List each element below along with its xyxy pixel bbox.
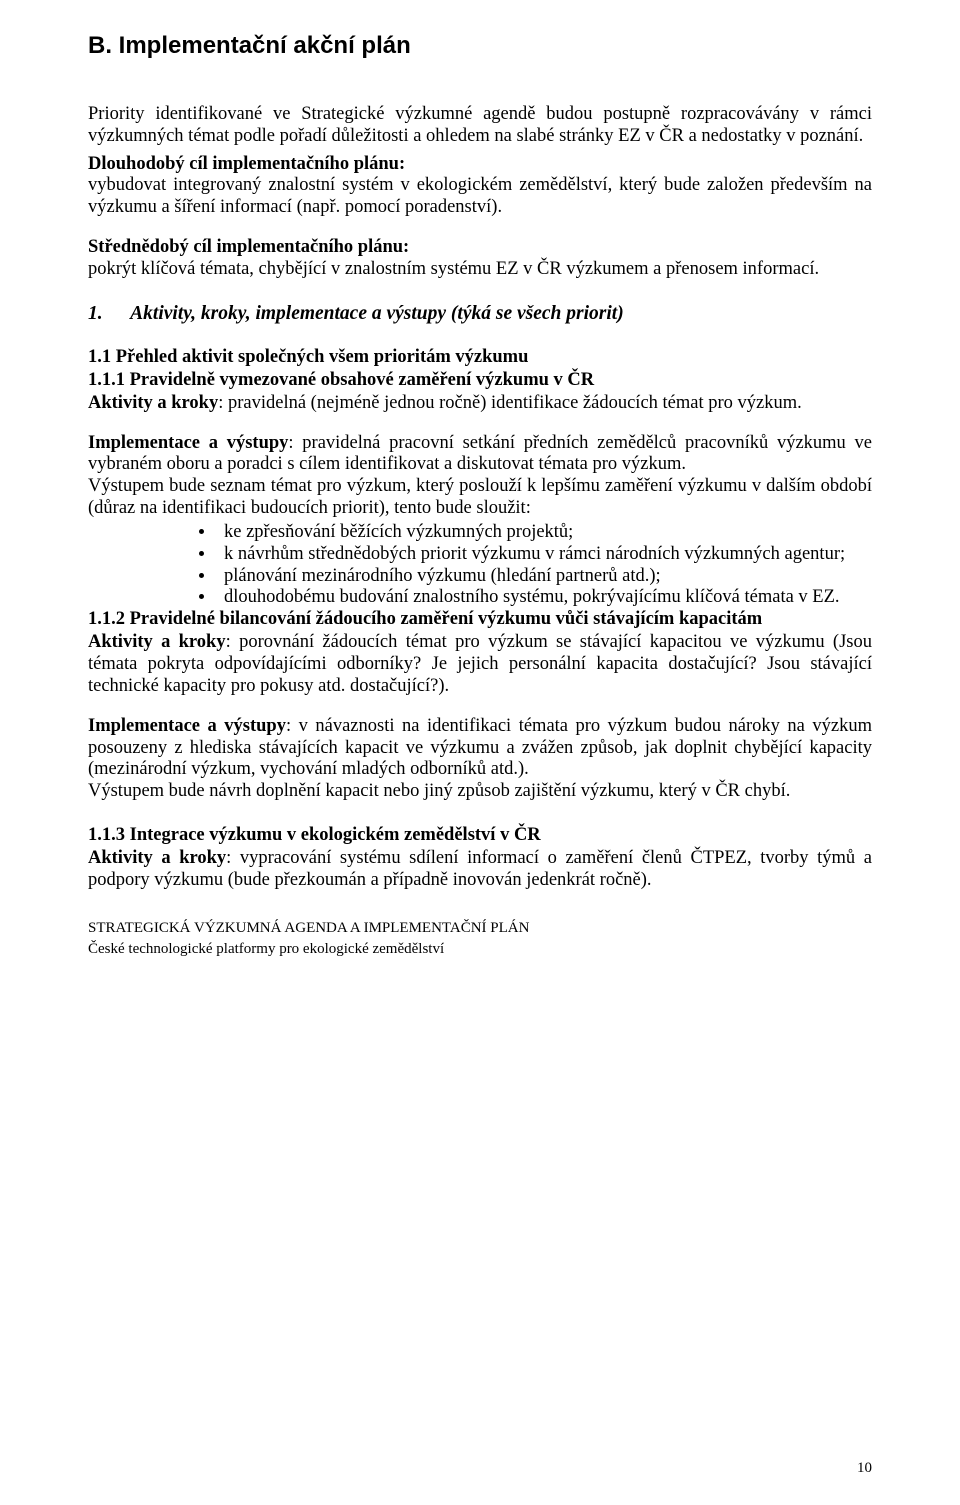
s111-activities: Aktivity a kroky: pravidelná (nejméně je… bbox=[88, 393, 872, 415]
section-1-number: 1. bbox=[88, 303, 118, 325]
activities-label: Aktivity a kroky bbox=[88, 848, 226, 868]
midterm-label: Střednědobý cíl implementačního plánu: bbox=[88, 237, 409, 257]
activities-label: Aktivity a kroky bbox=[88, 393, 218, 413]
list-item: k návrhům střednědobých priorit výzkumu … bbox=[216, 544, 872, 566]
page-number: 10 bbox=[857, 1460, 872, 1477]
longterm-goal: Dlouhodobý cíl implementačního plánu: vy… bbox=[88, 154, 872, 219]
s113-activities: Aktivity a kroky: vypracování systému sd… bbox=[88, 848, 872, 892]
intro-paragraph-1: Priority identifikované ve Strategické v… bbox=[88, 104, 872, 148]
footer-line-2: České technologické platformy pro ekolog… bbox=[88, 941, 872, 958]
s112-activities: Aktivity a kroky: porovnání žádoucích té… bbox=[88, 632, 872, 697]
heading-1-1-1: 1.1.1 Pravidelně vymezované obsahové zam… bbox=[88, 370, 872, 391]
section-1-text: Aktivity, kroky, implementace a výstupy … bbox=[130, 303, 624, 324]
section-1-title: 1. Aktivity, kroky, implementace a výstu… bbox=[88, 303, 872, 325]
s112-implementation-p1: Implementace a výstupy: v návaznosti na … bbox=[88, 716, 872, 781]
s111-implementation-p2: Výstupem bude seznam témat pro výzkum, k… bbox=[88, 476, 872, 520]
list-item: ke zpřesňování běžících výzkumných proje… bbox=[216, 522, 872, 544]
longterm-label: Dlouhodobý cíl implementačního plánu: bbox=[88, 154, 405, 174]
document-page: B. Implementační akční plán Priority ide… bbox=[0, 0, 960, 1505]
footer-line-1: STRATEGICKÁ VÝZKUMNÁ AGENDA A IMPLEMENTA… bbox=[88, 920, 872, 937]
s112-implementation-p2: Výstupem bude návrh doplnění kapacit neb… bbox=[88, 781, 872, 803]
heading-1-1-3: 1.1.3 Integrace výzkumu v ekologickém ze… bbox=[88, 825, 872, 846]
implementation-label: Implementace a výstupy bbox=[88, 716, 286, 736]
list-item: dlouhodobému budování znalostního systém… bbox=[216, 587, 872, 609]
list-item: plánování mezinárodního výzkumu (hledání… bbox=[216, 566, 872, 588]
s111-bullet-list: ke zpřesňování běžících výzkumných proje… bbox=[88, 522, 872, 609]
midterm-body: pokrýt klíčová témata, chybějící v znalo… bbox=[88, 259, 819, 279]
heading-1-1-2: 1.1.2 Pravidelné bilancování žádoucího z… bbox=[88, 609, 872, 630]
activities-body: : pravidelná (nejméně jednou ročně) iden… bbox=[218, 393, 802, 413]
implementation-label: Implementace a výstupy bbox=[88, 433, 288, 453]
heading-1-1: 1.1 Přehled aktivit společných všem prio… bbox=[88, 347, 872, 368]
activities-label: Aktivity a kroky bbox=[88, 632, 226, 652]
s111-implementation-p1: Implementace a výstupy: pravidelná praco… bbox=[88, 433, 872, 477]
main-heading: B. Implementační akční plán bbox=[88, 32, 872, 60]
longterm-body: vybudovat integrovaný znalostní systém v… bbox=[88, 175, 872, 217]
midterm-goal: Střednědobý cíl implementačního plánu: p… bbox=[88, 237, 872, 281]
